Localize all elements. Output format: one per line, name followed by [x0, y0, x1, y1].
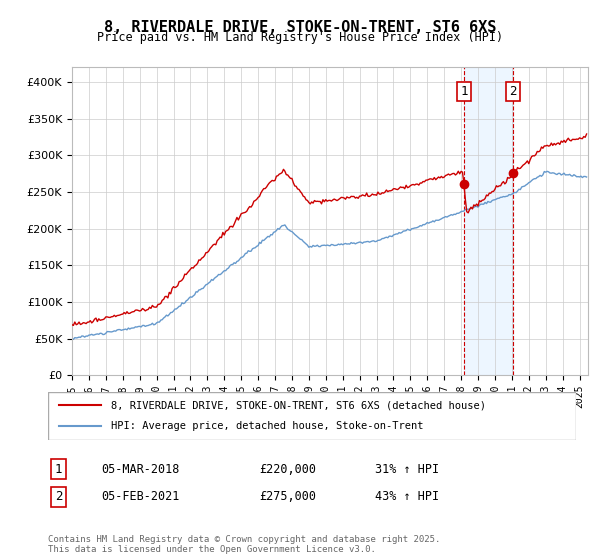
Text: 2: 2 [55, 491, 62, 503]
Text: 1: 1 [55, 463, 62, 475]
Text: 1: 1 [460, 85, 467, 99]
Text: 8, RIVERDALE DRIVE, STOKE-ON-TRENT, ST6 6XS (detached house): 8, RIVERDALE DRIVE, STOKE-ON-TRENT, ST6 … [112, 400, 487, 410]
Text: 43% ↑ HPI: 43% ↑ HPI [376, 491, 439, 503]
Text: HPI: Average price, detached house, Stoke-on-Trent: HPI: Average price, detached house, Stok… [112, 421, 424, 431]
Text: Price paid vs. HM Land Registry's House Price Index (HPI): Price paid vs. HM Land Registry's House … [97, 31, 503, 44]
Bar [464, 67, 513, 375]
Text: 05-MAR-2018: 05-MAR-2018 [101, 463, 179, 475]
Text: 8, RIVERDALE DRIVE, STOKE-ON-TRENT, ST6 6XS: 8, RIVERDALE DRIVE, STOKE-ON-TRENT, ST6 … [104, 20, 496, 35]
Text: 2: 2 [509, 85, 517, 99]
FancyBboxPatch shape [48, 392, 576, 440]
Text: £220,000: £220,000 [259, 463, 316, 475]
Text: 31% ↑ HPI: 31% ↑ HPI [376, 463, 439, 475]
Text: Contains HM Land Registry data © Crown copyright and database right 2025.
This d: Contains HM Land Registry data © Crown c… [48, 535, 440, 554]
Text: £275,000: £275,000 [259, 491, 316, 503]
Text: 05-FEB-2021: 05-FEB-2021 [101, 491, 179, 503]
